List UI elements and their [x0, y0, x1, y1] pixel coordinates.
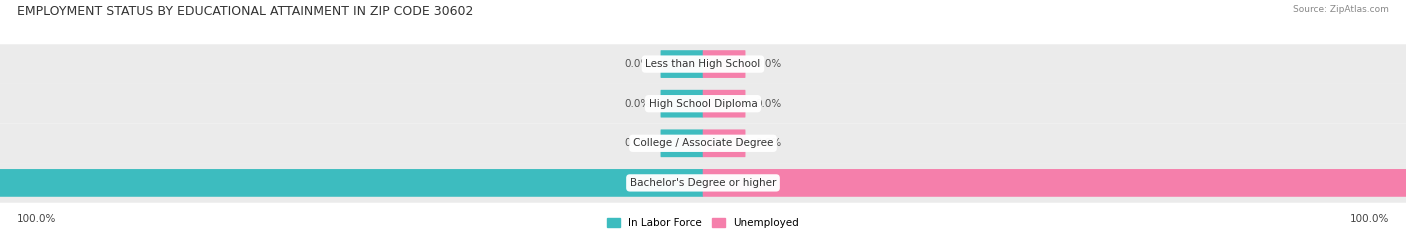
Text: 100.0%: 100.0%: [17, 214, 56, 224]
Text: Less than High School: Less than High School: [645, 59, 761, 69]
Text: 0.0%: 0.0%: [624, 99, 650, 109]
Legend: In Labor Force, Unemployed: In Labor Force, Unemployed: [607, 218, 799, 228]
FancyBboxPatch shape: [703, 90, 745, 117]
FancyBboxPatch shape: [661, 90, 703, 117]
Text: 0.0%: 0.0%: [624, 59, 650, 69]
FancyBboxPatch shape: [0, 163, 1406, 203]
FancyBboxPatch shape: [703, 130, 745, 157]
Text: High School Diploma: High School Diploma: [648, 99, 758, 109]
FancyBboxPatch shape: [0, 84, 1406, 123]
FancyBboxPatch shape: [0, 44, 1406, 84]
Text: Source: ZipAtlas.com: Source: ZipAtlas.com: [1294, 5, 1389, 14]
FancyBboxPatch shape: [661, 130, 703, 157]
Text: 0.0%: 0.0%: [756, 99, 782, 109]
FancyBboxPatch shape: [703, 169, 1406, 197]
Text: 0.0%: 0.0%: [624, 138, 650, 148]
FancyBboxPatch shape: [0, 169, 703, 197]
Text: Bachelor's Degree or higher: Bachelor's Degree or higher: [630, 178, 776, 188]
Text: EMPLOYMENT STATUS BY EDUCATIONAL ATTAINMENT IN ZIP CODE 30602: EMPLOYMENT STATUS BY EDUCATIONAL ATTAINM…: [17, 5, 474, 18]
Text: 100.0%: 100.0%: [1350, 214, 1389, 224]
FancyBboxPatch shape: [661, 50, 703, 78]
Text: College / Associate Degree: College / Associate Degree: [633, 138, 773, 148]
FancyBboxPatch shape: [703, 50, 745, 78]
FancyBboxPatch shape: [0, 123, 1406, 163]
Text: 0.0%: 0.0%: [756, 138, 782, 148]
Text: 0.0%: 0.0%: [756, 59, 782, 69]
